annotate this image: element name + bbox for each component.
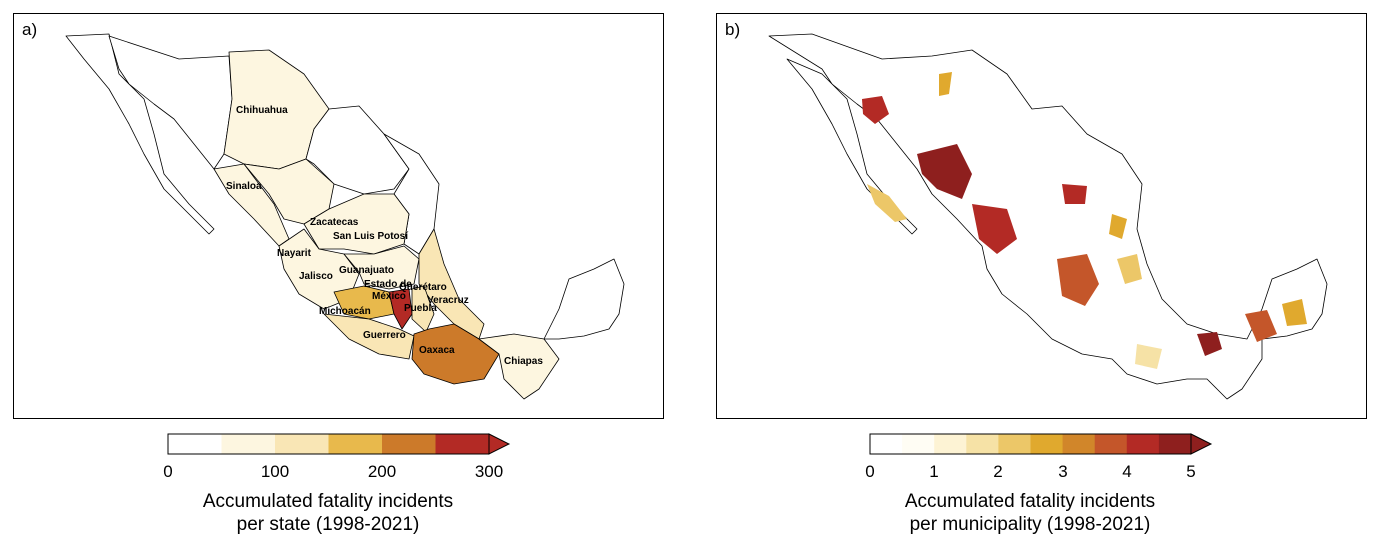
colorbar-title-line2: per municipality (1998-2021) <box>909 514 1151 535</box>
colorbar-tick: 100 <box>260 462 290 481</box>
colorbar-segment <box>1062 434 1096 454</box>
hotspot-yucatan-east <box>1282 299 1307 326</box>
hotspot-durango <box>972 204 1017 254</box>
colorbar-segment <box>870 434 903 454</box>
panel-label: b) <box>725 20 741 39</box>
hotspot-baja-south <box>867 184 907 222</box>
colorbar-tick: 1 <box>929 462 939 481</box>
state-label-michoacan: Michoacán <box>319 306 371 317</box>
municipality-map <box>768 33 1328 400</box>
colorbar-tick: 300 <box>474 462 504 481</box>
colorbar-title: Accumulated fatality incidents per munic… <box>860 490 1200 536</box>
hotspot-sonora <box>862 96 889 124</box>
colorbar-municipalities: 0 1 2 3 4 5 Accumulated fatality inciden… <box>865 433 1230 535</box>
colorbar-title: Accumulated fatality incidents per state… <box>158 490 498 536</box>
sonora-shape <box>108 35 233 170</box>
state-label-chihuahua: Chihuahua <box>236 105 288 116</box>
guerrero-shape <box>323 313 415 360</box>
baja-outline <box>786 58 918 235</box>
state-map: Chihuahua Sinaloa Zacatecas San Luis Pot… <box>65 33 625 400</box>
bajio-shape <box>343 245 420 290</box>
state-label-guerrero: Guerrero <box>363 330 406 341</box>
colorbar-segment <box>1094 434 1128 454</box>
hotspot-gulf <box>1109 214 1127 239</box>
colorbar-segment <box>168 434 222 454</box>
jalisco-shape <box>278 228 360 310</box>
colorbar-segment <box>966 434 999 454</box>
colorbar-tick: 0 <box>163 462 173 481</box>
oaxaca-shape <box>411 323 500 385</box>
puebla-shape <box>411 285 435 333</box>
colorbar-tick: 4 <box>1122 462 1132 481</box>
panel-label: a) <box>22 20 38 39</box>
colorbar-outline <box>869 433 1192 455</box>
yucatan-shape <box>543 258 625 340</box>
state-label-edomex-1: Estado de <box>364 279 412 290</box>
chiapas-shape <box>478 333 560 400</box>
colorbar-segment <box>275 434 329 454</box>
hotspot-chiapas <box>1197 332 1222 356</box>
colorbar-tick: 200 <box>367 462 397 481</box>
colorbar-segment <box>902 434 935 454</box>
colorbar-segment <box>382 434 436 454</box>
map-panel-states: a) <box>13 13 664 419</box>
hotspot-sierra <box>917 144 972 199</box>
colorbar-title-line1: Accumulated fatality incidents <box>202 491 454 512</box>
colorbar-segment <box>934 434 967 454</box>
colorbar-extend-arrow <box>488 433 511 455</box>
state-label-nayarit: Nayarit <box>277 248 312 259</box>
state-label-queretaro: Querétaro <box>399 282 447 293</box>
state-label-jalisco: Jalisco <box>299 271 333 282</box>
colorbar-tick: 0 <box>865 462 875 481</box>
colorbar-segment <box>998 434 1031 454</box>
state-label-veracruz: Veracruz <box>427 295 469 306</box>
colorbar-segment <box>1158 434 1192 454</box>
northeast-shape <box>383 133 440 255</box>
hotspot-oaxaca-south <box>1135 344 1162 369</box>
state-label-oaxaca: Oaxaca <box>419 345 455 356</box>
colorbar-tick: 5 <box>1186 462 1196 481</box>
state-label-chiapas: Chiapas <box>504 356 543 367</box>
state-label-slp: San Luis Potosí <box>333 231 409 242</box>
colorbar-municipalities-bar <box>869 433 1213 455</box>
hotspot-chihuahua-north <box>939 72 952 96</box>
state-label-edomex-2: México <box>372 291 406 302</box>
municipality-hotspots <box>862 72 1307 369</box>
state-label-zacatecas: Zacatecas <box>310 217 359 228</box>
colorbar-segment <box>435 434 490 454</box>
state-label-sinaloa: Sinaloa <box>226 181 262 192</box>
colorbar-extend-arrow <box>1190 433 1213 455</box>
map-panel-municipalities: b) <box>716 13 1367 419</box>
hotspot-mid <box>1057 254 1099 306</box>
hotspot-veracruz-1 <box>1117 254 1142 284</box>
state-label-puebla: Puebla <box>404 303 437 314</box>
hotspot-yucatan <box>1245 310 1277 342</box>
colorbar-states: 0 100 200 300 Accumulated fatality incid… <box>163 433 528 535</box>
colorbar-outline <box>167 433 490 455</box>
edomex-shape <box>388 288 413 330</box>
colorbar-tick: 2 <box>993 462 1003 481</box>
colorbar-segment <box>1030 434 1064 454</box>
central-north-shape <box>303 193 410 255</box>
colorbar-tick: 3 <box>1058 462 1068 481</box>
colorbar-states-bar <box>167 433 511 455</box>
colorbar-segment <box>1126 434 1160 454</box>
colorbar-segment <box>328 434 383 454</box>
colorbar-segment <box>221 434 276 454</box>
colorbar-title-line2: per state (1998-2021) <box>236 514 420 535</box>
state-label-guanajuato: Guanajuato <box>339 265 394 276</box>
country-outline-north <box>768 33 1328 400</box>
hotspot-coahuila <box>1062 184 1087 204</box>
colorbar-title-line1: Accumulated fatality incidents <box>904 491 1156 512</box>
